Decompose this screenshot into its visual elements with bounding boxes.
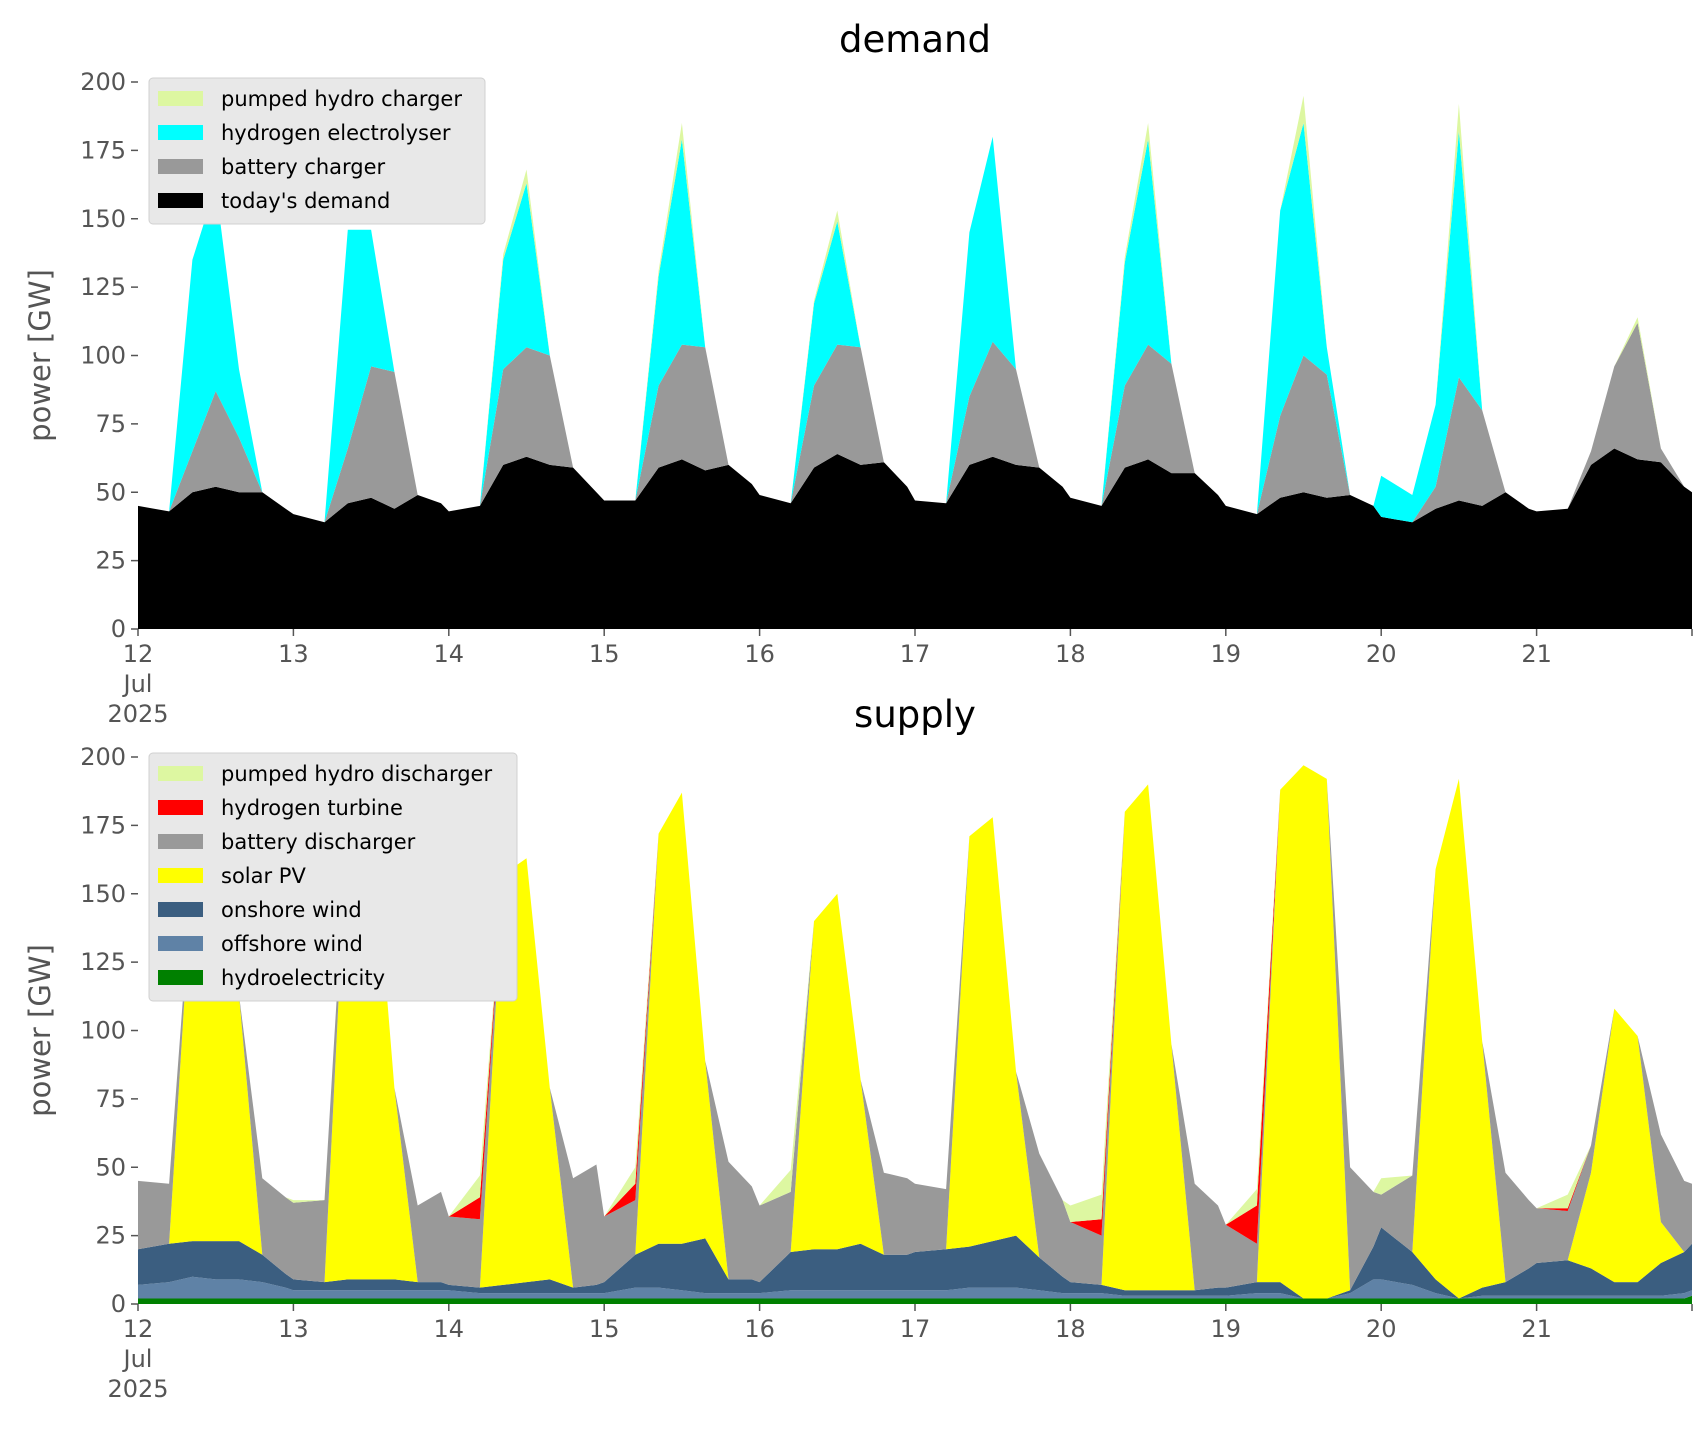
legend-label-battery-discharger: battery discharger [221, 830, 416, 854]
y-tick-label: 50 [95, 1153, 126, 1181]
area-battery-charger [138, 322, 1692, 523]
y-tick-label: 100 [80, 1017, 126, 1045]
x-tick-label: 20 [1366, 1315, 1397, 1343]
legend-label-pumped-hydro-discharger: pumped hydro discharger [221, 762, 492, 786]
legend-swatch-onshore-wind [158, 902, 203, 917]
x-tick-label: 12 Jul 2025 [107, 640, 168, 728]
x-tick-label: 16 [744, 1315, 775, 1343]
x-tick-label: 17 [900, 1315, 931, 1343]
legend-label-hydroelectricity: hydroelectricity [221, 966, 385, 990]
legend-label-onshore-wind: onshore wind [221, 898, 362, 922]
legend-swatch-hydrogen-turbine [158, 800, 203, 815]
y-tick-label: 175 [80, 136, 126, 164]
legend-swatch-hydrogen-electrolyser [158, 125, 203, 140]
x-tick-label: 20 [1366, 640, 1397, 668]
legend-swatch-today-s-demand [158, 193, 203, 208]
x-tick-label: 13 [278, 1315, 309, 1343]
supply-chart: supply power [GW] 0 25 50 75 100 125 150 175 200 12… [23, 693, 1693, 1403]
demand-chart: demand power [GW] 0 25 50 75 100 125 150 175 200 12… [23, 18, 1693, 728]
y-tick-label: 175 [80, 811, 126, 839]
x-tick-label: 18 [1055, 1315, 1086, 1343]
area-onshore-wind [138, 1227, 1692, 1299]
y-tick-label: 25 [95, 547, 126, 575]
y-tick-label: 150 [80, 880, 126, 908]
legend-swatch-battery-discharger [158, 834, 203, 849]
area-hydroelectricity [138, 1295, 1692, 1304]
legend-label-solar-pv: solar PV [221, 864, 306, 888]
legend-label-hydrogen-turbine: hydrogen turbine [221, 796, 403, 820]
x-tick-label: 15 [589, 640, 620, 668]
legend-label-hydrogen-electrolyser: hydrogen electrolyser [221, 121, 451, 145]
y-tick-label: 50 [95, 478, 126, 506]
x-tick-label: 16 [744, 640, 775, 668]
y-tick-label: 150 [80, 205, 126, 233]
legend-swatch-solar-pv [158, 868, 203, 883]
x-tick-label: 14 [434, 1315, 465, 1343]
y-tick-label: 125 [80, 948, 126, 976]
y-axis-label: power [GW] [23, 269, 57, 442]
legend-label-today-s-demand: today's demand [221, 189, 390, 213]
chart-title: demand [839, 18, 991, 61]
x-tick-label: 21 [1521, 640, 1552, 668]
y-tick-label: 75 [95, 1085, 126, 1113]
chart-title: supply [854, 693, 976, 736]
x-tick-label: 18 [1055, 640, 1086, 668]
area-offshore-wind [138, 1276, 1692, 1299]
y-tick-label: 200 [80, 743, 126, 771]
legend-swatch-pumped-hydro-discharger [158, 766, 203, 781]
legend-label-battery-charger: battery charger [221, 155, 386, 179]
legend-swatch-hydroelectricity [158, 970, 203, 985]
x-tick-label: 13 [278, 640, 309, 668]
legend [148, 752, 518, 1002]
y-tick-label: 0 [111, 615, 126, 643]
x-tick-label: 14 [434, 640, 465, 668]
legend-swatch-battery-charger [158, 159, 203, 174]
legend-swatch-offshore-wind [158, 936, 203, 951]
legend-swatch-pumped-hydro-charger [158, 91, 203, 106]
x-tick-label: 17 [900, 640, 931, 668]
area-solar-pv [138, 765, 1692, 1299]
area-hydrogen-electrolyser [138, 123, 1692, 523]
y-tick-label: 25 [95, 1222, 126, 1250]
area-today-s-demand [138, 448, 1692, 629]
y-tick-label: 125 [80, 273, 126, 301]
legend-label-offshore-wind: offshore wind [221, 932, 363, 956]
y-tick-label: 100 [80, 342, 126, 370]
legend-label-pumped-hydro-charger: pumped hydro charger [221, 87, 462, 111]
x-tick-label: 15 [589, 1315, 620, 1343]
x-tick-label: 19 [1211, 1315, 1242, 1343]
y-axis-label: power [GW] [23, 944, 57, 1117]
y-tick-label: 75 [95, 410, 126, 438]
x-tick-label: 19 [1211, 640, 1242, 668]
y-tick-label: 200 [80, 68, 126, 96]
y-tick-label: 0 [111, 1290, 126, 1318]
legend [148, 77, 486, 225]
area-battery-discharger [138, 765, 1692, 1291]
x-tick-label: 12 Jul 2025 [107, 1315, 168, 1403]
x-tick-label: 21 [1521, 1315, 1552, 1343]
